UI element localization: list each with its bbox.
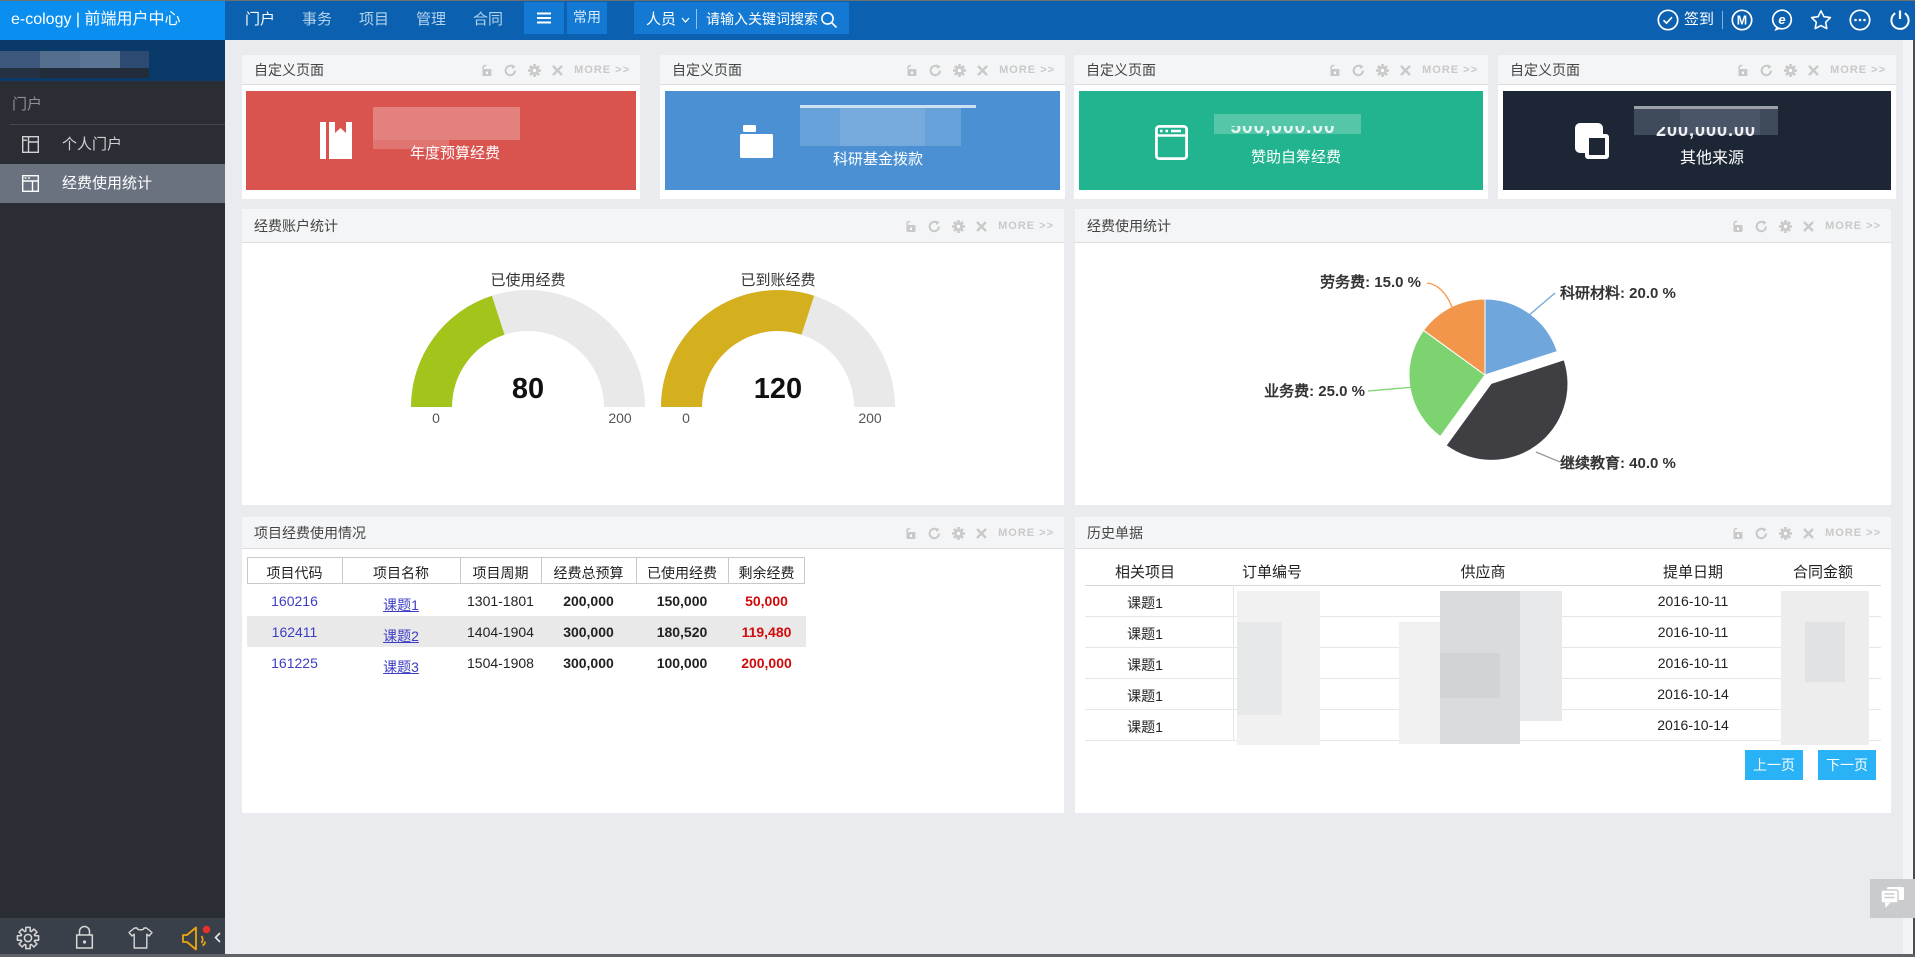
- svg-text:劳务费: 15.0 %: 劳务费: 15.0 %: [1320, 273, 1421, 291]
- svg-text:80: 80: [512, 373, 544, 405]
- svg-text:0: 0: [432, 410, 440, 425]
- svg-text:科研材料: 20.0 %: 科研材料: 20.0 %: [1560, 284, 1676, 302]
- svg-text:200: 200: [608, 410, 632, 425]
- svg-text:e: e: [1778, 12, 1785, 27]
- svg-text:120: 120: [754, 373, 802, 405]
- svg-text:M: M: [1737, 14, 1747, 28]
- svg-text:继续教育: 40.0 %: 继续教育: 40.0 %: [1560, 454, 1676, 472]
- svg-text:0: 0: [682, 410, 690, 425]
- svg-text:200: 200: [858, 410, 882, 425]
- svg-text:业务费: 25.0 %: 业务费: 25.0 %: [1264, 382, 1365, 400]
